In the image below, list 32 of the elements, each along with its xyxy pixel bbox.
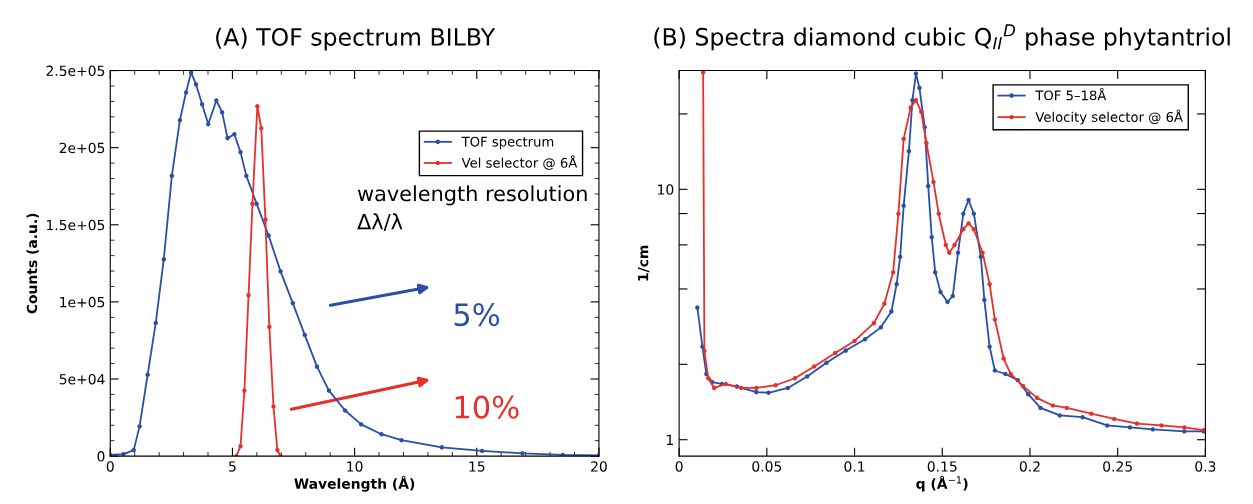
legend-label: Velocity selector @ 6Å	[1035, 109, 1183, 125]
x-tick-label: 20	[591, 461, 607, 472]
legend-label: TOF 5–18Å	[1035, 87, 1107, 101]
y-tick-label: 1	[666, 434, 673, 445]
y-tick-label: 2.5e+05	[46, 65, 105, 77]
legend-label: Vel selector @ 6Å	[461, 155, 578, 170]
x-tick-label: 0.1	[844, 461, 865, 472]
x-tick-label: 0	[675, 461, 683, 472]
y-tick-label: 5e+04	[59, 373, 105, 385]
y-axis-title: 1/cm	[638, 245, 650, 281]
y-tick-label: 0	[97, 451, 105, 462]
annotation: wavelength resolution Δλ/λ	[357, 185, 587, 232]
y-tick-label: 1.5e+05	[46, 219, 105, 231]
y-tick-label: 1e+05	[60, 296, 105, 308]
x-tick-label: 5	[229, 461, 236, 472]
x-tick-label: 15	[469, 461, 485, 472]
x-tick-label: 0.15	[927, 461, 957, 472]
annotation: 10%	[455, 395, 519, 419]
x-tick-label: 0.3	[1195, 461, 1216, 472]
x-axis-title: q (Å$^{−1}$)	[916, 475, 968, 492]
x-tick-label: 10	[347, 461, 363, 472]
x-tick-label: 0.25	[1103, 461, 1132, 472]
x-axis-title: Wavelength (Å)	[294, 475, 415, 492]
x-tick-label: 0.05	[752, 461, 782, 472]
legend-label: TOF spectrum	[461, 136, 554, 150]
x-tick-label: 0.2	[1019, 461, 1040, 472]
chart-title: (A) TOF spectrum BILBY	[216, 27, 496, 51]
y-axis-title: Counts (a.u.)	[26, 213, 39, 314]
chart-title: (B) Spectra diamond cubic Q$_{II}$$^{D}$ phase phytantriol	[654, 24, 1230, 51]
annotation: 5%	[454, 303, 500, 327]
x-tick-label: 0	[106, 461, 114, 472]
y-tick-label: 2e+05	[59, 142, 105, 154]
